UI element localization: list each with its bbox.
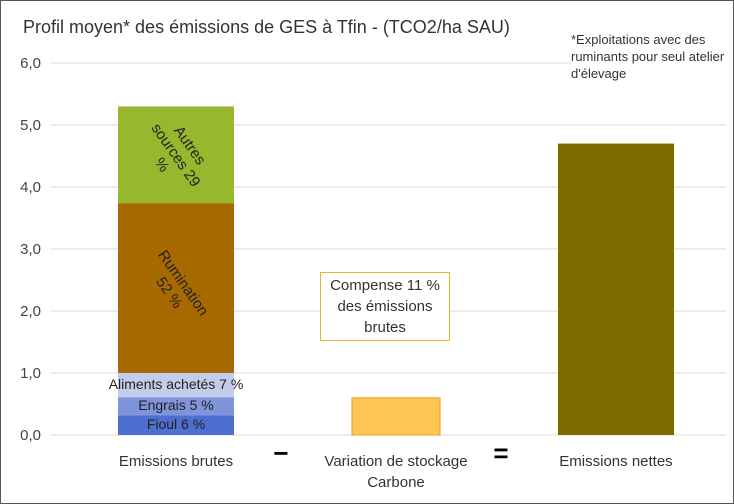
bar: [558, 143, 674, 435]
segment-label: Aliments achetés 7 %: [108, 376, 244, 393]
bar: [118, 106, 234, 204]
bar: [118, 415, 234, 435]
segment-label: Fioul 6 %: [146, 416, 206, 433]
operator: −: [273, 438, 289, 468]
y-tick-label: 1,0: [20, 365, 41, 382]
bar: [351, 397, 441, 436]
x-tick-label: Variation de stockage Carbone: [324, 453, 468, 491]
y-tick-label: 6,0: [20, 55, 41, 72]
bar: [118, 373, 234, 398]
chart-title: Profil moyen* des émissions de GES à Tfi…: [23, 17, 510, 37]
operator: =: [493, 438, 509, 468]
x-tick-label: Emissions nettes: [559, 453, 673, 470]
bar: [118, 203, 234, 373]
x-tick-label: Emissions brutes: [118, 453, 234, 470]
annotation: Compense 11 % des émissions brutes: [320, 272, 450, 341]
y-tick-label: 5,0: [20, 117, 41, 134]
bar: [118, 397, 234, 416]
y-tick-label: 4,0: [20, 179, 41, 196]
segment-label: Engrais 5 %: [138, 397, 214, 414]
y-tick-label: 3,0: [20, 241, 41, 258]
y-tick-label: 2,0: [20, 303, 41, 320]
y-tick-label: 0,0: [20, 427, 41, 444]
note: *Exploitations avec des ruminants pour s…: [571, 31, 731, 82]
